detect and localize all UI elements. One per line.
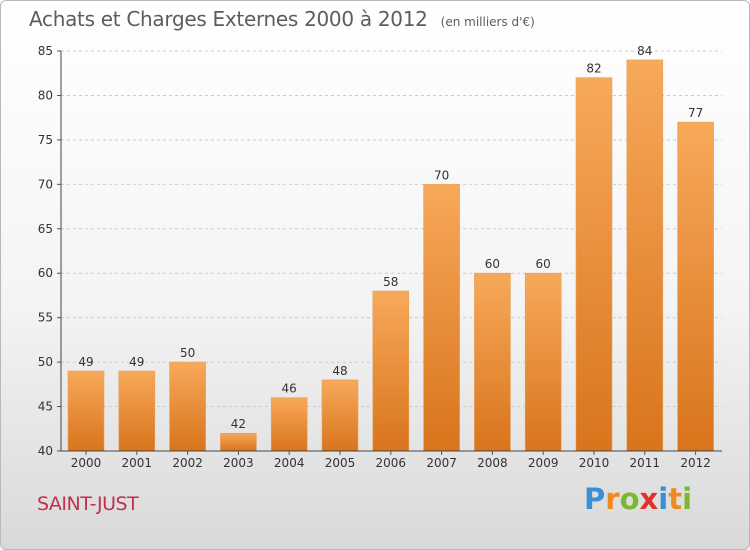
x-tick-label-2000: 2000 — [71, 456, 102, 470]
x-tick-label-2001: 2001 — [122, 456, 153, 470]
axis-layer: 40 45 50 55 60 65 70 75 80 85 2000 2001 2002 2003 2004… — [38, 44, 722, 470]
bar-2011[interactable] — [626, 59, 664, 452]
y-tick-label: 65 — [38, 222, 53, 236]
logo-letter: i — [658, 482, 669, 516]
y-tick-label: 60 — [38, 266, 53, 280]
bar-2006[interactable] — [372, 290, 410, 452]
logo-letter: r — [605, 482, 620, 516]
proxiti-logo[interactable]: Proxiti — [584, 485, 692, 514]
logo-letter: t — [668, 482, 683, 516]
chart-title: Achats et Charges Externes 2000 à 2012 — [29, 7, 428, 31]
logo-letter: x — [639, 482, 659, 516]
value-label-2007: 70 — [434, 168, 449, 182]
y-tick-label: 40 — [38, 444, 53, 458]
bar-2005[interactable] — [321, 379, 359, 452]
y-tick-label: 45 — [38, 400, 53, 414]
x-tick-label-2012: 2012 — [680, 456, 711, 470]
value-label-2012: 77 — [688, 106, 703, 120]
logo-letter: o — [619, 482, 640, 516]
x-tick-label-2008: 2008 — [477, 456, 508, 470]
bar-2012[interactable] — [677, 121, 714, 452]
x-tick-label-2010: 2010 — [579, 456, 610, 470]
bar-2000[interactable] — [67, 370, 105, 452]
x-tick-label-2005: 2005 — [325, 456, 356, 470]
x-tick-label-2006: 2006 — [376, 456, 407, 470]
value-label-2000: 49 — [78, 355, 93, 369]
bar-2009[interactable] — [524, 272, 562, 452]
logo-letter: P — [584, 482, 606, 516]
chart-unit: (en milliers d'€) — [440, 15, 535, 29]
x-tick-label-2009: 2009 — [528, 456, 559, 470]
bar-2010[interactable] — [575, 77, 613, 452]
value-label-2011: 84 — [637, 44, 652, 58]
bar-2002[interactable] — [169, 361, 206, 452]
y-tick-label: 50 — [38, 355, 53, 369]
y-tick-label: 85 — [38, 44, 53, 58]
value-label-2010: 82 — [586, 62, 601, 76]
y-tick-label: 70 — [38, 177, 53, 191]
value-label-2008: 60 — [485, 257, 500, 271]
bar-2008[interactable] — [474, 272, 511, 452]
y-tick-label: 55 — [38, 311, 53, 325]
commune-name: SAINT-JUST — [37, 493, 139, 515]
x-tick-label-2004: 2004 — [274, 456, 305, 470]
x-tick-label-2003: 2003 — [223, 456, 254, 470]
bar-2004[interactable] — [270, 397, 308, 452]
bar-2007[interactable] — [423, 184, 460, 452]
y-tick-label: 75 — [38, 133, 53, 147]
value-label-2001: 49 — [129, 355, 144, 369]
bar-layer: 49 49 50 42 46 48 58 70 60 60 82 84 77 — [67, 44, 714, 452]
value-label-2003: 42 — [231, 417, 246, 431]
logo-letter: i — [682, 482, 693, 516]
value-label-2002: 50 — [180, 346, 195, 360]
value-label-2004: 46 — [282, 382, 297, 396]
x-tick-label-2007: 2007 — [426, 456, 457, 470]
value-label-2009: 60 — [536, 257, 551, 271]
bar-2001[interactable] — [118, 370, 156, 452]
title-row: Achats et Charges Externes 2000 à 2012 (… — [29, 7, 535, 31]
value-label-2006: 58 — [383, 275, 398, 289]
value-label-2005: 48 — [332, 364, 347, 378]
x-tick-label-2011: 2011 — [630, 456, 661, 470]
x-tick-label-2002: 2002 — [172, 456, 203, 470]
y-tick-label: 80 — [38, 88, 53, 102]
bar-2003[interactable] — [220, 432, 257, 452]
